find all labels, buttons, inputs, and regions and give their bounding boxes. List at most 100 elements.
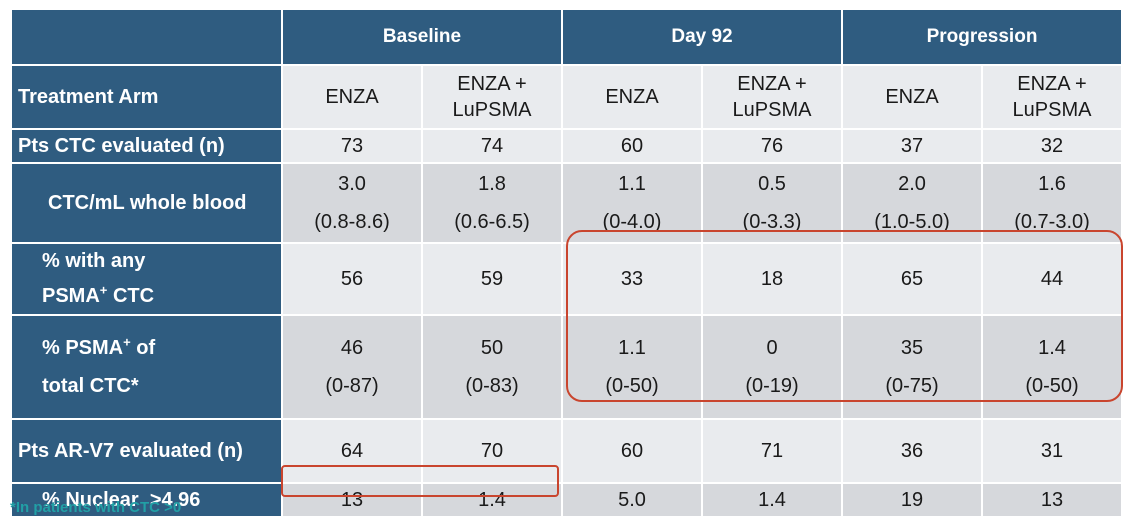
- table-cell: 35 (0-75): [841, 314, 983, 420]
- group-header-progression: Progression: [841, 8, 1123, 66]
- label-sup: +: [123, 334, 131, 350]
- table-row: Pts AR-V7 evaluated (n) 64 70 60 71 36 3…: [10, 418, 1123, 484]
- arm-label: ENZA + LuPSMA: [452, 73, 532, 121]
- cell-range: (0.8-8.6): [314, 211, 390, 233]
- table-cell: 60: [561, 128, 703, 164]
- group-header-row: Baseline Day 92 Progression: [10, 8, 1123, 66]
- cell-range: (0.7-3.0): [1014, 211, 1090, 233]
- cell-value: 1.4: [1038, 337, 1066, 359]
- table-row: % Nuclear >4.96 13 1.4 5.0 1.4 19 13: [10, 482, 1123, 518]
- table-cell: 2.0 (1.0-5.0): [841, 162, 983, 244]
- table-cell: 64: [281, 418, 423, 484]
- results-table: Baseline Day 92 Progression Treatment Ar…: [10, 8, 1123, 518]
- table-cell: 76: [701, 128, 843, 164]
- cell-value: 1.1: [618, 337, 646, 359]
- table-row: CTC/mL whole blood 3.0 (0.8-8.6) 1.8 (0.6-…: [10, 162, 1123, 244]
- table-cell: 13: [981, 482, 1123, 518]
- cell-range: (0-75): [885, 375, 939, 397]
- table-cell: 1.8 (0.6-6.5): [421, 162, 563, 244]
- table-cell: 1.1 (0-4.0): [561, 162, 703, 244]
- table-cell: 60: [561, 418, 703, 484]
- table-cell: 44: [981, 242, 1123, 316]
- table-cell: 33: [561, 242, 703, 316]
- treatment-arm-row: Treatment Arm ENZA ENZA + LuPSMA ENZA EN…: [10, 64, 1123, 130]
- cropped-title-strip: [0, 0, 1132, 8]
- cell-value: 0: [766, 337, 778, 359]
- label-part: CTC: [107, 285, 155, 307]
- arm-label: ENZA: [325, 86, 379, 108]
- label-part: PSMA: [42, 285, 100, 307]
- table-cell: 46 (0-87): [281, 314, 423, 420]
- table-cell: 1.4 (0-50): [981, 314, 1123, 420]
- cell-range: (0-19): [745, 375, 799, 397]
- row-label-line: % PSMA+ of: [42, 329, 281, 367]
- cell-range: (0.6-6.5): [454, 211, 530, 233]
- arm-label: ENZA: [885, 86, 939, 108]
- footnote: *In patients with CTC >0: [10, 499, 182, 516]
- cell-range: (0-83): [465, 375, 519, 397]
- table-cell: 18: [701, 242, 843, 316]
- cell-value: 46: [340, 337, 364, 359]
- table-cell: 73: [281, 128, 423, 164]
- table-cell: 32: [981, 128, 1123, 164]
- table-cell: 1.6 (0.7-3.0): [981, 162, 1123, 244]
- label-part: % PSMA: [42, 337, 124, 359]
- table-cell: 0.5 (0-3.3): [701, 162, 843, 244]
- row-label-pts-ctc: Pts CTC evaluated (n): [10, 128, 283, 164]
- table-cell: 50 (0-83): [421, 314, 563, 420]
- table-cell: 59: [421, 242, 563, 316]
- table-row: Pts CTC evaluated (n) 73 74 60 76 37 32: [10, 128, 1123, 164]
- cell-range: (0-50): [605, 375, 659, 397]
- cell-value: 1.1: [618, 173, 646, 195]
- cell-value: 1.8: [478, 173, 506, 195]
- row-label-line: % with any: [42, 250, 146, 272]
- table-cell: 5.0: [561, 482, 703, 518]
- table-cell: 0 (0-19): [701, 314, 843, 420]
- row-label-nuclear: % Nuclear >4.96: [10, 482, 283, 518]
- arm-label: ENZA + LuPSMA: [732, 73, 812, 121]
- table-cell: 56: [281, 242, 423, 316]
- row-label-ctc-ml: CTC/mL whole blood: [10, 162, 283, 244]
- cell-value: 0.5: [758, 173, 786, 195]
- label-sup: +: [99, 282, 108, 298]
- table-cell: 71: [701, 418, 843, 484]
- table-cell: 19: [841, 482, 983, 518]
- arm-cell: ENZA: [841, 64, 983, 130]
- cell-range: (0-50): [1025, 375, 1079, 397]
- table-row: % with any PSMA+ CTC 56 59 33 18 65 44: [10, 242, 1123, 316]
- table-cell: 31: [981, 418, 1123, 484]
- cell-range: (0-3.3): [742, 211, 802, 233]
- cell-value: 1.6: [1038, 173, 1066, 195]
- table-cell: 1.4: [421, 482, 563, 518]
- table-cell: 36: [841, 418, 983, 484]
- arm-label: ENZA + LuPSMA: [1012, 73, 1092, 121]
- row-label-line: total CTC*: [42, 375, 139, 397]
- corner-cell: [10, 8, 283, 66]
- group-header-baseline: Baseline: [281, 8, 563, 66]
- table-row: % PSMA+ of total CTC* 46 (0-87) 50 (0-83) …: [10, 314, 1123, 420]
- arm-cell: ENZA: [561, 64, 703, 130]
- row-label-psma-total: % PSMA+ of total CTC*: [10, 314, 283, 420]
- arm-cell: ENZA: [281, 64, 423, 130]
- table-cell: 13: [281, 482, 423, 518]
- cell-value: 35: [900, 337, 924, 359]
- cell-range: (1.0-5.0): [874, 211, 950, 233]
- table-cell: 3.0 (0.8-8.6): [281, 162, 423, 244]
- row-label-psma-any: % with any PSMA+ CTC: [10, 242, 283, 316]
- row-label-line: PSMA+ CTC: [42, 279, 281, 314]
- row-label-treatment-arm: Treatment Arm: [10, 64, 283, 130]
- row-label-pts-arv7: Pts AR-V7 evaluated (n): [10, 418, 283, 484]
- table-cell: 37: [841, 128, 983, 164]
- arm-label: ENZA: [605, 86, 659, 108]
- label-part: of: [130, 337, 156, 359]
- arm-cell: ENZA + LuPSMA: [981, 64, 1123, 130]
- table-cell: 1.4: [701, 482, 843, 518]
- arm-cell: ENZA + LuPSMA: [701, 64, 843, 130]
- table-cell: 65: [841, 242, 983, 316]
- table-cell: 70: [421, 418, 563, 484]
- cell-value: 2.0: [898, 173, 926, 195]
- group-header-day92: Day 92: [561, 8, 843, 66]
- cell-value: 3.0: [338, 173, 366, 195]
- arm-cell: ENZA + LuPSMA: [421, 64, 563, 130]
- cell-range: (0-4.0): [602, 211, 662, 233]
